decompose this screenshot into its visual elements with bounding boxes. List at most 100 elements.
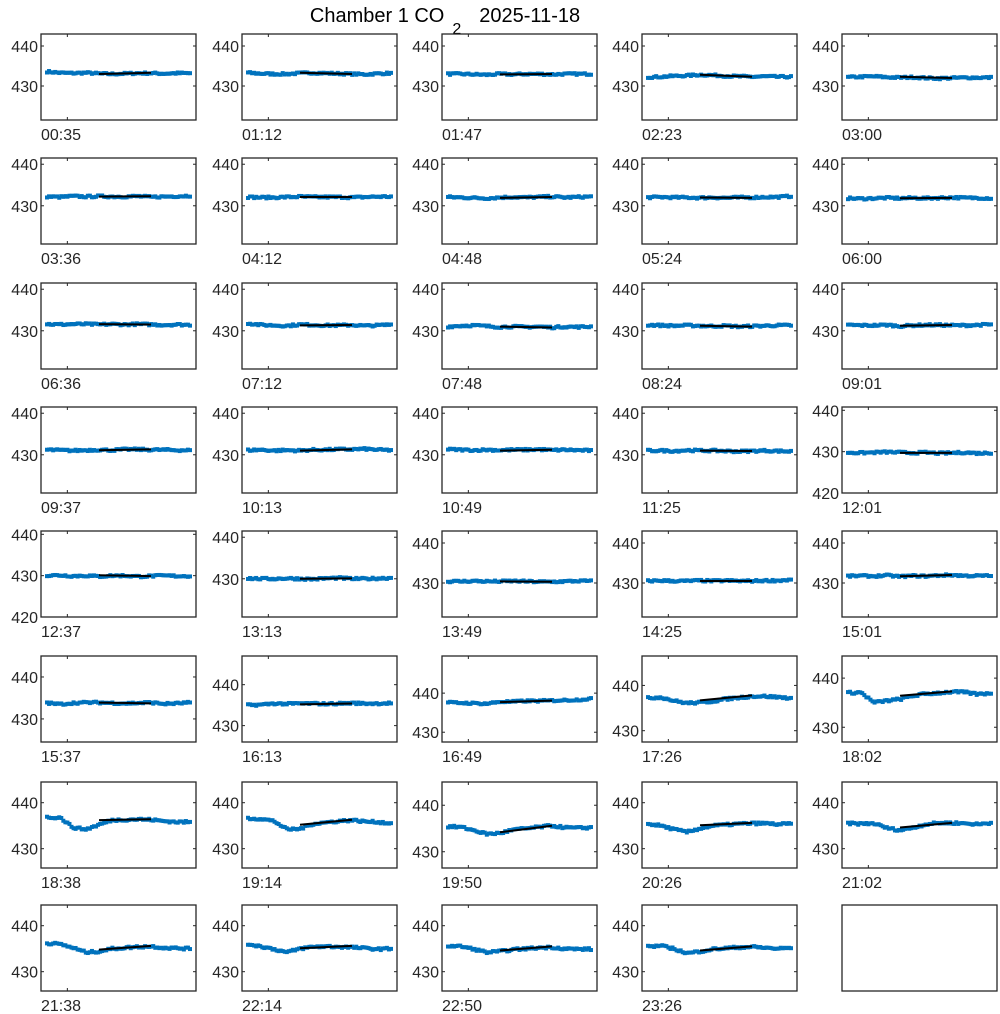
- data-point: [782, 449, 787, 454]
- data-point: [292, 577, 297, 582]
- data-point: [697, 950, 702, 955]
- data-point: [652, 194, 657, 199]
- data-point: [480, 447, 485, 452]
- data-point: [876, 74, 881, 79]
- data-point: [248, 321, 253, 326]
- data-point: [454, 825, 459, 830]
- data-point: [266, 194, 271, 199]
- data-point: [488, 447, 493, 452]
- data-point: [67, 322, 72, 327]
- data-point: [290, 826, 295, 831]
- data-point: [266, 448, 271, 453]
- panel-time-label: 14:25: [642, 624, 682, 641]
- data-point: [678, 948, 683, 953]
- data-point: [858, 196, 863, 201]
- data-point: [858, 74, 863, 79]
- data-point: [79, 322, 84, 327]
- data-point: [862, 73, 867, 78]
- data-point: [153, 945, 158, 950]
- data-point: [464, 323, 469, 328]
- figure-title: Chamber 1 CO22025-11-18: [310, 5, 580, 38]
- data-point: [79, 573, 84, 578]
- data-point: [252, 447, 257, 452]
- data-point: [766, 74, 771, 79]
- data-point: [163, 702, 168, 707]
- data-point: [501, 831, 506, 836]
- data-point: [368, 820, 373, 825]
- data-point: [580, 324, 585, 329]
- data-point: [153, 817, 158, 822]
- data-point: [678, 827, 683, 832]
- data-point: [752, 323, 757, 328]
- data-point: [856, 690, 861, 695]
- data-point: [758, 945, 763, 950]
- data-point: [682, 74, 687, 79]
- y-tick-label: 440: [612, 282, 639, 299]
- data-point: [61, 943, 66, 948]
- data-point: [666, 697, 671, 702]
- data-point: [49, 573, 54, 578]
- data-point: [252, 702, 257, 707]
- data-point: [87, 447, 92, 452]
- y-tick-label: 430: [11, 448, 38, 465]
- data-point: [151, 818, 156, 823]
- data-point: [155, 71, 160, 76]
- data-point: [719, 697, 724, 702]
- data-point: [246, 815, 250, 820]
- y-tick-label: 440: [11, 919, 38, 936]
- data-point: [284, 448, 289, 453]
- data-point: [880, 824, 885, 829]
- data-point: [157, 818, 162, 823]
- data-point: [305, 321, 310, 326]
- data-point: [358, 72, 363, 77]
- data-point: [303, 823, 308, 828]
- data-point: [554, 194, 559, 199]
- data-point: [69, 945, 74, 950]
- data-point: [151, 322, 156, 327]
- data-point: [954, 322, 959, 327]
- data-point: [258, 702, 263, 707]
- data-point: [258, 71, 263, 76]
- data-point: [452, 823, 457, 828]
- data-point: [752, 820, 757, 825]
- data-point: [268, 72, 273, 77]
- data-point: [452, 700, 457, 705]
- data-point: [707, 824, 712, 829]
- data-point: [157, 946, 162, 951]
- data-point: [55, 701, 60, 706]
- data-point: [85, 70, 90, 75]
- data-point: [59, 816, 64, 821]
- data-point: [695, 447, 700, 452]
- data-point: [556, 945, 561, 950]
- data-point: [897, 827, 902, 832]
- data-point: [268, 818, 273, 823]
- data-point: [856, 322, 861, 327]
- data-point: [256, 943, 261, 948]
- data-point: [177, 449, 182, 454]
- data-point: [73, 447, 78, 452]
- data-point: [750, 75, 755, 80]
- data-point: [486, 831, 491, 836]
- data-point: [964, 573, 969, 578]
- data-point: [262, 447, 267, 452]
- y-tick-label: 440: [612, 39, 639, 56]
- data-point: [260, 702, 265, 707]
- data-point: [789, 194, 793, 199]
- data-point: [560, 698, 565, 703]
- data-point: [352, 817, 357, 822]
- data-point: [45, 447, 49, 452]
- data-point: [586, 578, 591, 583]
- data-point: [364, 195, 369, 200]
- data-point: [374, 322, 379, 327]
- data-point: [870, 699, 875, 704]
- data-point: [874, 574, 879, 579]
- data-point: [280, 71, 285, 76]
- data-point: [352, 323, 357, 328]
- data-point: [986, 573, 991, 578]
- data-point: [782, 695, 787, 700]
- data-point: [188, 947, 192, 952]
- data-point: [709, 700, 714, 705]
- data-point: [276, 323, 281, 328]
